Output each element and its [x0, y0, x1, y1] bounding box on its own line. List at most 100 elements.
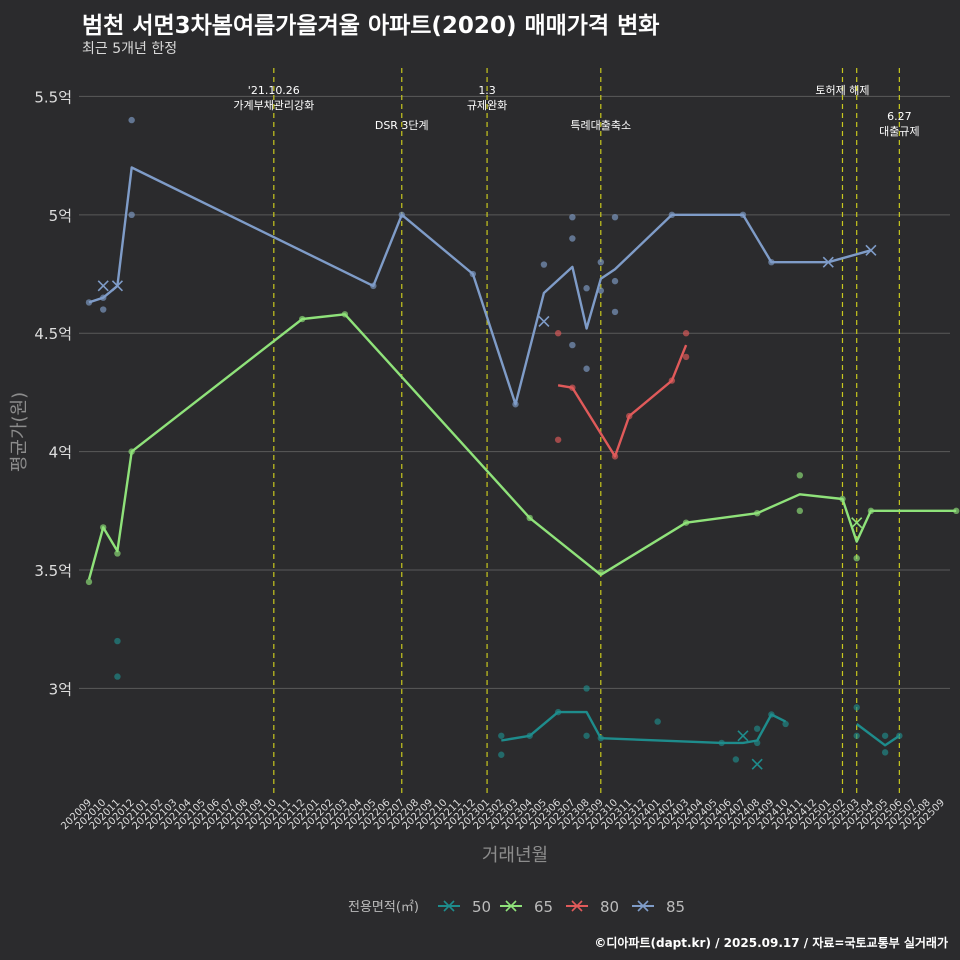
data-point — [583, 685, 590, 692]
data-point — [597, 734, 604, 742]
legend-title: 전용면적(㎡) — [348, 900, 419, 915]
y-axis-title: 평균가(원) — [9, 392, 30, 472]
data-point — [569, 341, 576, 349]
data-point — [85, 578, 93, 586]
data-point — [100, 524, 107, 531]
data-point — [668, 211, 676, 219]
data-point — [796, 472, 804, 479]
event-label: 토허제 해제 — [815, 83, 869, 97]
data-point — [739, 211, 747, 219]
data-point — [583, 365, 590, 372]
data-point — [853, 732, 860, 739]
data-point — [881, 732, 889, 739]
data-point — [753, 725, 761, 732]
data-point — [512, 401, 519, 408]
legend: 전용면적(㎡) 50 65 80 85 — [348, 898, 685, 916]
data-point — [753, 509, 761, 517]
data-point — [753, 739, 761, 747]
legend-key-cross — [505, 900, 517, 912]
series-line — [87, 313, 957, 580]
data-point — [100, 294, 107, 301]
y-tick-label: 5억 — [49, 207, 72, 225]
data-cross-point — [822, 256, 834, 268]
event-label: DSR 3단계 — [375, 119, 429, 132]
data-point — [597, 569, 604, 576]
data-point — [718, 739, 725, 747]
data-point — [682, 330, 690, 337]
data-point — [128, 116, 135, 124]
data-point — [540, 261, 548, 268]
y-tick-label: 3억 — [49, 680, 72, 698]
event-label: 6.27 — [887, 110, 912, 123]
data-point — [597, 287, 604, 294]
event-label: 대출규제 — [879, 125, 919, 138]
data-point — [853, 704, 860, 711]
data-point — [611, 308, 619, 316]
data-point — [867, 507, 875, 515]
legend-entry: 50 — [472, 898, 491, 916]
series-line — [557, 344, 688, 458]
data-point — [796, 507, 804, 515]
series-layer — [85, 116, 960, 770]
legend-entry: 85 — [666, 898, 685, 916]
legend-key-cross — [443, 900, 455, 912]
data-point — [569, 384, 576, 391]
data-point — [114, 637, 121, 645]
data-point — [853, 554, 860, 562]
data-point — [626, 412, 633, 420]
data-point — [554, 330, 562, 337]
legend-key-cross — [637, 900, 649, 912]
data-point — [732, 756, 740, 763]
data-point — [100, 306, 107, 313]
data-point — [526, 514, 533, 522]
data-point — [768, 258, 775, 266]
x-axis-title: 거래년월 — [482, 845, 548, 866]
data-point — [682, 353, 690, 361]
event-label: 규제완화 — [467, 99, 507, 112]
event-label: 가계부채관리강화 — [233, 99, 314, 112]
data-point — [554, 708, 562, 716]
data-point — [341, 311, 349, 318]
data-point — [398, 211, 405, 219]
legend-entry: 80 — [600, 898, 619, 916]
series-50 — [114, 637, 903, 770]
data-point — [114, 673, 121, 680]
series-80 — [554, 330, 690, 460]
data-point — [114, 550, 121, 557]
data-point — [554, 436, 562, 443]
data-point — [881, 749, 889, 756]
data-cross-point — [851, 517, 863, 529]
series-line — [501, 710, 787, 745]
data-cross-point — [111, 280, 123, 292]
y-tick-label: 3.5억 — [34, 562, 72, 580]
event-label: 특례대출축소 — [570, 119, 631, 132]
data-point — [128, 448, 135, 455]
data-cross-point — [751, 758, 763, 770]
data-point — [128, 211, 135, 219]
data-point — [768, 711, 775, 718]
source-credit: ©디아파트(dapt.kr) / 2025.09.17 / 자료=국토교통부 실… — [594, 936, 948, 950]
y-tick-label: 4억 — [49, 444, 72, 462]
y-tick-label: 5.5억 — [34, 88, 72, 106]
data-point — [583, 732, 590, 739]
data-point — [782, 720, 789, 728]
chart-subtitle: 최근 5개년 한정 — [82, 41, 178, 57]
data-point — [469, 270, 477, 278]
legend-entry: 65 — [534, 898, 553, 916]
data-point — [526, 732, 533, 739]
data-point — [299, 315, 306, 323]
data-point — [654, 718, 661, 725]
event-label: 1.3 — [478, 84, 496, 97]
data-point — [85, 299, 93, 306]
data-point — [498, 732, 505, 739]
data-point — [370, 282, 377, 290]
data-point — [583, 285, 590, 292]
data-point — [953, 507, 960, 515]
data-cross-point — [865, 244, 877, 256]
data-point — [896, 732, 903, 739]
chart-title: 범천 서면3차봄여름가을겨울 아파트(2020) 매매가격 변화 — [82, 13, 660, 39]
data-point — [498, 751, 505, 758]
data-point — [682, 519, 690, 526]
series-85 — [85, 116, 877, 408]
y-tick-label: 4.5억 — [34, 325, 72, 343]
